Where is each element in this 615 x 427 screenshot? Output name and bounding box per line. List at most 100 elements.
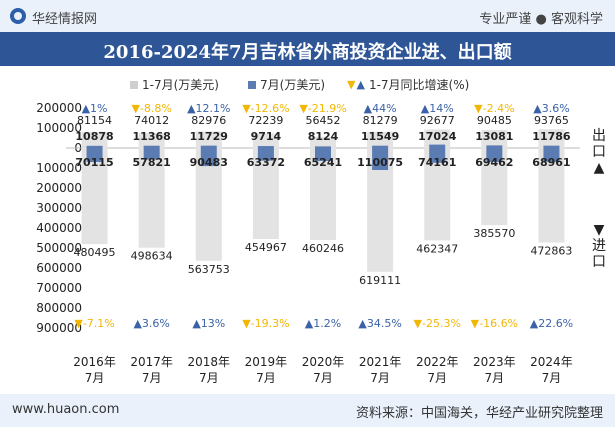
category-label: 7月: [313, 371, 333, 385]
import-cumulative-bar: [138, 148, 165, 248]
import-cumulative-bar: [252, 148, 279, 239]
y-tick-label: 400000: [36, 221, 82, 235]
import-yoy-label: ▲3.6%: [133, 317, 169, 330]
import-down-arrow-icon: ▼: [593, 222, 605, 238]
import-month-bar: [200, 148, 217, 167]
import-month-label: 69462: [475, 156, 513, 169]
export-yoy-label: ▲1%: [82, 102, 108, 115]
legend-label-month: 7月(万美元): [260, 78, 325, 92]
import-yoy-label: ▲1.2%: [305, 317, 341, 330]
import-month-bar: [143, 148, 160, 160]
import-month-bar: [429, 148, 446, 163]
export-yoy-label: ▼-12.6%: [242, 102, 289, 115]
chart-legend: 1-7月(万美元) 7月(万美元) ▼ ▲ 1-7月同比增速(%): [0, 76, 615, 96]
import-month-label: 90483: [190, 156, 228, 169]
export-month-label: 17024: [418, 130, 457, 143]
import-cumulative-label: 460246: [302, 242, 344, 255]
import-side-label: ▼ 进口: [590, 222, 608, 270]
export-month-bar: [486, 145, 503, 148]
y-tick-label: 100000: [36, 121, 82, 135]
category-label: 2022年: [416, 355, 459, 369]
import-month-label: 63372: [247, 156, 285, 169]
export-cumulative-bar: [138, 133, 165, 148]
export-up-arrow-icon: ▲: [593, 160, 605, 176]
website-link[interactable]: www.huaon.com: [12, 402, 120, 417]
export-month-bar: [86, 145, 103, 148]
import-cumulative-label: 480495: [74, 246, 116, 259]
export-cumulative-label: 74012: [134, 114, 169, 127]
legend-label-yoy: 1-7月同比增速(%): [368, 78, 470, 92]
import-month-label: 68961: [532, 156, 570, 169]
category-label: 2019年: [245, 355, 288, 369]
import-yoy-label: ▼-19.3%: [242, 317, 289, 330]
export-month-label: 13081: [475, 130, 513, 143]
legend-item-month: 7月(万美元): [248, 76, 325, 93]
import-month-label: 65241: [304, 156, 342, 169]
import-month-label: 74161: [418, 156, 456, 169]
legend-down-triangle-icon: ▼: [347, 78, 356, 91]
category-label: 7月: [485, 371, 505, 385]
import-cumulative-label: 385570: [473, 227, 515, 240]
export-yoy-label: ▲14%: [421, 102, 454, 115]
export-cumulative-label: 56452: [306, 114, 341, 127]
import-cumulative-label: 454967: [245, 241, 287, 254]
export-month-bar: [200, 145, 217, 148]
export-cumulative-bar: [310, 136, 336, 148]
export-cumulative-label: 92677: [420, 114, 455, 127]
export-month-bar: [257, 146, 274, 148]
y-tick-label: 600000: [36, 261, 82, 275]
export-cumulative-bar: [195, 131, 222, 148]
export-yoy-label: ▲3.6%: [533, 102, 569, 115]
chart-plot: 2000001000000100000200000300000400000500…: [36, 101, 580, 385]
export-month-label: 11786: [532, 130, 571, 143]
y-tick-label: 800000: [36, 301, 82, 315]
category-label: 7月: [542, 371, 562, 385]
category-label: 2017年: [130, 355, 173, 369]
export-cumulative-label: 72239: [248, 114, 283, 127]
legend-item-cumulative: 1-7月(万美元): [130, 76, 219, 93]
import-cumulative-bar: [310, 148, 336, 241]
export-cumulative-bar: [367, 131, 394, 148]
source-note: 资料来源：中国海关，华经产业研究院整理: [355, 406, 603, 421]
export-cumulative-label: 90485: [477, 114, 512, 127]
import-month-label: 57821: [133, 156, 171, 169]
category-label: 7月: [199, 371, 219, 385]
export-side-label: 出口 ▲: [590, 128, 608, 176]
export-yoy-label: ▼-21.9%: [299, 102, 346, 115]
legend-up-triangle-icon: ▲: [356, 78, 365, 91]
export-month-label: 10878: [75, 130, 113, 143]
export-cumulative-label: 93765: [534, 114, 569, 127]
import-cumulative-label: 462347: [416, 242, 458, 255]
import-cumulative-bar: [424, 148, 451, 241]
export-yoy-label: ▼-8.8%: [131, 102, 171, 115]
import-cumulative-bar: [81, 148, 108, 245]
export-month-bar: [543, 145, 560, 148]
export-month-bar: [372, 145, 389, 148]
export-cumulative-bar: [81, 131, 108, 148]
y-tick-label: 300000: [36, 201, 82, 215]
import-cumulative-bar: [538, 148, 565, 243]
footer-bar: www.huaon.com 资料来源：中国海关，华经产业研究院整理: [0, 394, 615, 427]
export-month-label: 8124: [308, 130, 339, 143]
huajing-logo-icon: [10, 8, 26, 24]
import-label: 进口: [592, 238, 606, 270]
legend-label-cumulative: 1-7月(万美元): [142, 78, 219, 92]
slogan: 专业严谨 ● 客观科学: [479, 12, 603, 27]
export-cumulative-bar: [481, 129, 508, 148]
export-yoy-label: ▲12.1%: [187, 102, 230, 115]
category-label: 2020年: [302, 355, 345, 369]
category-label: 2023年: [473, 355, 516, 369]
export-month-label: 11729: [190, 130, 228, 143]
y-tick-label: 100000: [36, 161, 82, 175]
category-label: 2018年: [188, 355, 231, 369]
top-banner: 华经情报网 专业严谨 ● 客观科学: [0, 0, 615, 32]
export-label: 出口: [592, 128, 606, 160]
import-month-bar: [486, 148, 503, 162]
export-cumulative-bar: [252, 133, 279, 148]
import-yoy-label: ▲13%: [192, 317, 225, 330]
export-cumulative-bar: [424, 129, 451, 148]
import-cumulative-label: 472863: [530, 245, 572, 258]
y-tick-label: 200000: [36, 101, 82, 115]
category-label: 2016年: [73, 355, 116, 369]
import-cumulative-label: 619111: [359, 274, 401, 287]
